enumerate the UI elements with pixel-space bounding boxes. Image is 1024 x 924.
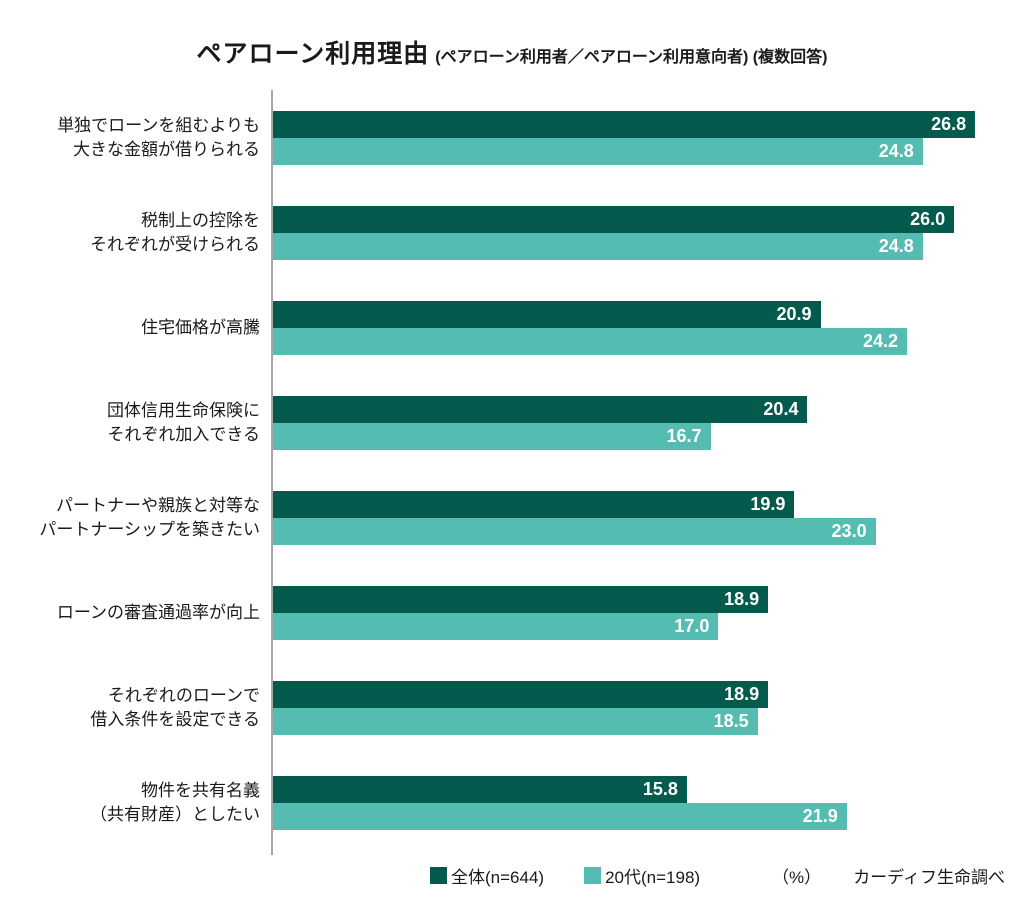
bar-total-value: 18.9 (724, 588, 760, 609)
legend-swatch-total-icon (430, 867, 447, 884)
bar-group: 20.9 24.2 (273, 300, 1024, 355)
category-label-line: 団体信用生命保険に (107, 401, 260, 421)
chart-title-block: ペアローン利用理由 (ペアローン利用者／ペアローン利用意向者) (複数回答) (0, 34, 1024, 70)
chart-row: 住宅価格が高騰 20.9 24.2 (0, 280, 1024, 375)
bar-total-value: 15.8 (642, 778, 678, 799)
bar-total-value: 19.9 (750, 493, 786, 514)
category-label: パートナーや親族と対等なパートナーシップを築きたい (0, 494, 273, 541)
bar-total-value: 26.0 (910, 208, 946, 229)
bar-group: 19.9 23.0 (273, 490, 1024, 545)
legend-swatch-young-icon (584, 867, 602, 884)
legend-item-young: 20代(n=198) (584, 863, 700, 888)
bar-young-value: 17.0 (674, 615, 710, 636)
bar-young-value: 24.8 (878, 235, 914, 256)
legend-label-total: 全体(n=644) (451, 868, 545, 887)
chart-row: 団体信用生命保険に それぞれ加入できる 20.4 16.7 (0, 375, 1024, 470)
bar-young: 21.9 (273, 802, 847, 830)
chart-title: ペアローン利用理由 (196, 40, 430, 68)
bar-group: 26.8 24.8 (273, 110, 1024, 165)
bar-total: 26.8 (273, 110, 976, 138)
category-label-line: それぞれのローンで (107, 686, 260, 706)
chart-row: 物件を共有名義 （共有財産）としたい 15.8 21.9 (0, 755, 1024, 850)
bar-total: 26.0 (273, 205, 955, 233)
chart-row: 税制上の控除をそれぞれが受けられる 26.0 24.8 (0, 185, 1024, 280)
category-label-line: 税制上の控除を (141, 211, 260, 231)
category-label-line: 借入条件を設定できる (90, 709, 260, 729)
legend-label-young: 20代(n=198) (605, 868, 701, 887)
bar-young: 24.8 (273, 232, 923, 260)
category-label: ローンの審査通過率が向上 (0, 601, 273, 624)
category-label-line: 物件を共有名義 (141, 781, 260, 801)
bar-total: 18.9 (273, 680, 769, 708)
bar-group: 15.8 21.9 (273, 775, 1024, 830)
bar-total: 18.9 (273, 585, 769, 613)
category-label-line: それぞれ加入できる (107, 424, 260, 444)
bar-total-value: 18.9 (724, 683, 760, 704)
category-label: 単独でローンを組むよりも大きな金額が借りられる (0, 114, 273, 161)
bar-young: 16.7 (273, 422, 711, 450)
chart-row: 単独でローンを組むよりも大きな金額が借りられる 26.8 24.8 (0, 90, 1024, 185)
bar-young: 24.2 (273, 327, 908, 355)
category-label-line: パートナーや親族と対等な (56, 496, 260, 516)
bar-group: 26.0 24.8 (273, 205, 1024, 260)
bar-young: 23.0 (273, 517, 876, 545)
bar-young: 24.8 (273, 137, 923, 165)
bar-total: 20.9 (273, 300, 821, 328)
bar-total-value: 20.4 (763, 398, 799, 419)
bar-total-value: 26.8 (931, 113, 967, 134)
chart-subtitle: (ペアローン利用者／ペアローン利用意向者) (複数回答) (435, 49, 828, 66)
unit-label: （%） (772, 868, 822, 887)
chart-row: パートナーや親族と対等なパートナーシップを築きたい 19.9 23.0 (0, 470, 1024, 565)
bar-young-value: 24.8 (878, 140, 914, 161)
chart-rows: 単独でローンを組むよりも大きな金額が借りられる 26.8 24.8 税制上の控除… (0, 90, 1024, 850)
bar-total-value: 20.9 (776, 303, 812, 324)
bar-young-value: 24.2 (862, 330, 899, 351)
category-label: 団体信用生命保険に それぞれ加入できる (0, 399, 273, 446)
bar-young: 18.5 (273, 707, 758, 735)
chart-row: それぞれのローンで借入条件を設定できる 18.9 18.5 (0, 660, 1024, 755)
bar-group: 18.9 17.0 (273, 585, 1024, 640)
bar-young-value: 18.5 (713, 710, 749, 731)
bar-total: 20.4 (273, 395, 808, 423)
bar-young-value: 21.9 (802, 805, 838, 826)
y-axis-line (271, 90, 273, 855)
category-label: 住宅価格が高騰 (0, 316, 273, 339)
legend-item-total: 全体(n=644) (430, 863, 544, 888)
bar-group: 20.4 16.7 (273, 395, 1024, 450)
bar-young-value: 23.0 (831, 520, 867, 541)
bar-young: 17.0 (273, 612, 719, 640)
category-label: 税制上の控除をそれぞれが受けられる (0, 209, 273, 256)
bar-chart: 単独でローンを組むよりも大きな金額が借りられる 26.8 24.8 税制上の控除… (0, 90, 1024, 855)
category-label-line: 住宅価格が高騰 (141, 317, 260, 337)
category-label-line: 大きな金額が借りられる (73, 139, 260, 159)
bar-young-value: 16.7 (666, 425, 702, 446)
bar-group: 18.9 18.5 (273, 680, 1024, 735)
category-label-line: 単独でローンを組むよりも (57, 116, 260, 136)
category-label-line: ローンの審査通過率が向上 (56, 602, 260, 622)
category-label-line: （共有財産）としたい (90, 804, 260, 824)
chart-legend: 全体(n=644) 20代(n=198) （%） カーディフ生命調べ (430, 863, 1005, 888)
category-label: それぞれのローンで借入条件を設定できる (0, 684, 273, 731)
category-label-line: それぞれが受けられる (90, 234, 260, 254)
bar-total: 19.9 (273, 490, 795, 518)
category-label-line: パートナーシップを築きたい (39, 519, 260, 539)
source-label: カーディフ生命調べ (853, 868, 1005, 887)
bar-total: 15.8 (273, 775, 687, 803)
chart-row: ローンの審査通過率が向上 18.9 17.0 (0, 565, 1024, 660)
category-label: 物件を共有名義 （共有財産）としたい (0, 779, 273, 826)
